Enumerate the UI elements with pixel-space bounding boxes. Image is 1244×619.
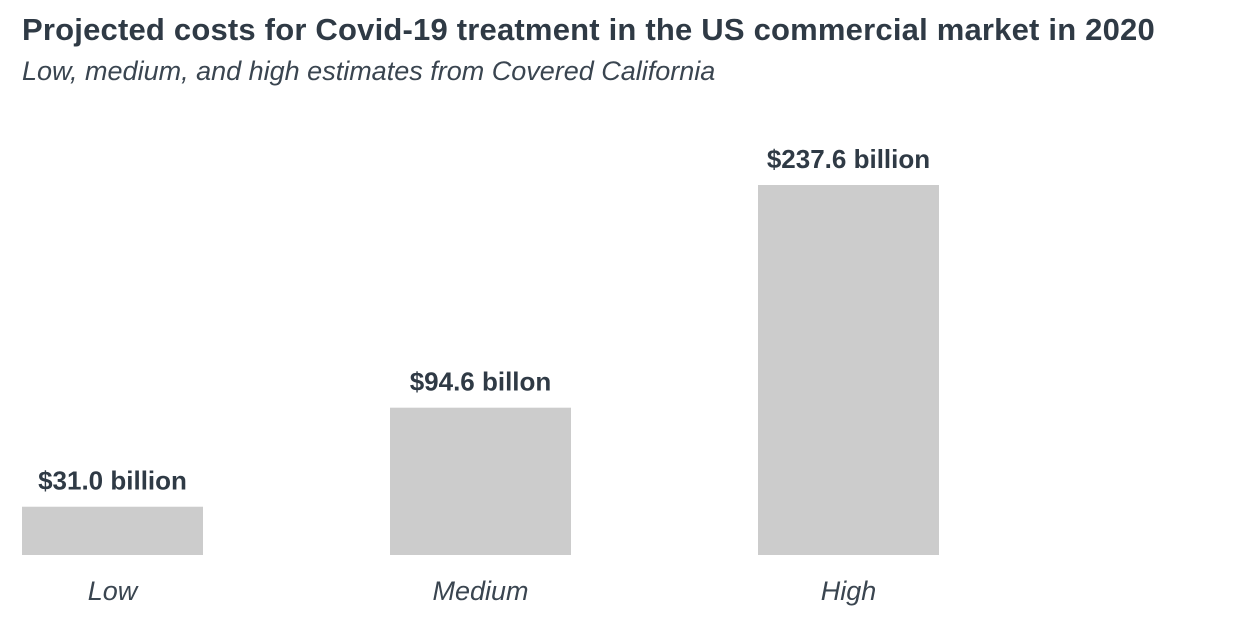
chart-subtitle: Low, medium, and high estimates from Cov… [22,56,716,86]
category-label-low: Low [88,576,139,606]
data-label-medium: $94.6 billon [410,367,552,397]
category-label-high: High [821,576,877,606]
chart-title: Projected costs for Covid-19 treatment i… [22,12,1155,47]
bar-low [22,506,203,555]
data-label-low: $31.0 billion [38,466,187,496]
data-label-high: $237.6 billion [767,144,930,174]
category-label-medium: Medium [432,576,528,606]
bar-high [758,185,939,555]
bar-medium [390,407,571,555]
